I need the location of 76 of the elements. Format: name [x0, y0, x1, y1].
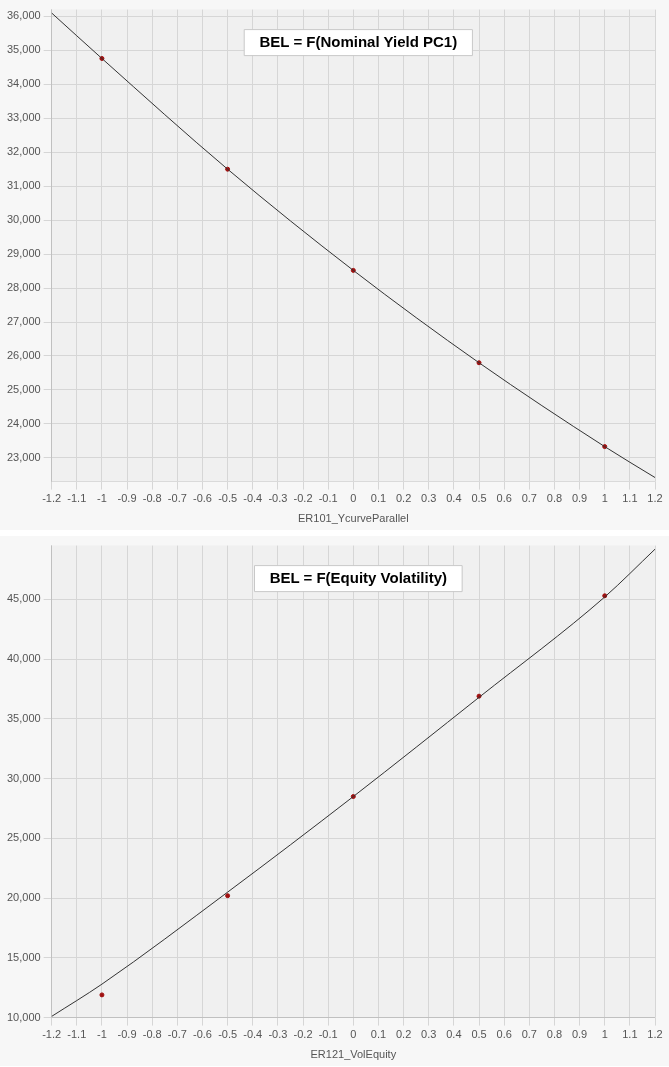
y-tick-label: 32,000: [6, 145, 41, 158]
x-tick-label: 0.3: [421, 1028, 437, 1041]
y-tick-label: 25,000: [6, 382, 41, 395]
x-tick-label: 0.9: [571, 1028, 588, 1041]
y-tick-label: 26,000: [6, 348, 41, 361]
x-tick-label: 1: [601, 1028, 608, 1041]
y-tick-label: 10,000: [6, 1010, 41, 1023]
x-tick-label: 1.2: [647, 1028, 663, 1041]
x-tick-label: -0.3: [268, 1028, 288, 1041]
x-tick-label: -0.4: [243, 492, 263, 505]
x-tick-label: 0.9: [571, 492, 588, 505]
x-tick-label: 1.1: [622, 492, 638, 505]
text: BEL = F(Nominal Yield PC1): [259, 32, 458, 50]
y-tick-label: 45,000: [6, 592, 41, 605]
x-tick-label: -0.1: [318, 492, 338, 505]
x-tick-label: -0.2: [293, 1028, 313, 1041]
y-tick-label: 24,000: [6, 416, 41, 429]
x-tick-label: -0.3: [268, 492, 288, 505]
x-tick-label: 0.8: [546, 492, 563, 505]
x-tick-label: 0.4: [446, 492, 462, 505]
y-tick-label: 35,000: [6, 43, 41, 56]
x-tick-label: -0.7: [167, 1028, 187, 1041]
y-tick-label: 27,000: [6, 315, 41, 328]
x-tick-label: 0.6: [496, 1028, 512, 1041]
x-tick-label: -1.1: [67, 492, 87, 505]
x-axis-title: ER101_YcurveParallel: [297, 512, 409, 525]
x-tick-label: 0.3: [421, 492, 437, 505]
y-tick-label: 23,000: [6, 450, 41, 463]
x-tick-label: 0.1: [370, 1028, 387, 1041]
x-tick-label: -0.6: [193, 492, 212, 505]
x-tick-label: -0.9: [117, 492, 137, 505]
x-tick-label: -0.5: [218, 492, 238, 505]
x-tick-label: -0.7: [167, 492, 187, 505]
y-tick-label: 33,000: [6, 111, 41, 124]
y-tick-label: 30,000: [6, 213, 41, 226]
x-tick-label: 0.4: [446, 1028, 462, 1041]
y-tick-label: 35,000: [6, 711, 41, 724]
x-tick-label: 1.2: [647, 492, 663, 505]
x-axis-title: ER121_VolEquity: [310, 1048, 397, 1061]
x-tick-label: -0.2: [293, 492, 313, 505]
x-tick-label: 0.8: [546, 1028, 563, 1041]
y-tick-label: 36,000: [6, 9, 41, 22]
x-tick-label: -0.4: [243, 1028, 263, 1041]
x-tick-label: -1.2: [42, 492, 62, 505]
x-tick-label: -0.6: [193, 1028, 212, 1041]
y-tick-label: 31,000: [6, 179, 41, 192]
x-tick-label: 0: [350, 492, 357, 505]
x-tick-label: 0.5: [471, 492, 487, 505]
y-tick-label: 28,000: [6, 281, 41, 294]
x-tick-label: 0.6: [496, 492, 512, 505]
x-tick-label: -1: [97, 1028, 107, 1041]
x-tick-label: 0.1: [370, 492, 387, 505]
y-tick-label: 34,000: [6, 77, 41, 90]
y-tick-label: 29,000: [6, 247, 41, 260]
y-tick-label: 25,000: [6, 831, 41, 844]
x-tick-label: 0.5: [471, 1028, 487, 1041]
x-tick-label: 0.2: [395, 1028, 412, 1041]
x-tick-label: -1.1: [67, 1028, 87, 1041]
text: BEL = F(Equity Volatility): [269, 568, 448, 586]
x-tick-label: 0.7: [521, 1028, 537, 1041]
x-tick-label: -0.8: [142, 1028, 162, 1041]
y-tick-label: 15,000: [6, 950, 41, 963]
x-tick-label: -0.5: [218, 1028, 238, 1041]
x-tick-label: -1: [97, 492, 107, 505]
x-tick-label: 0.2: [395, 492, 412, 505]
x-tick-label: -0.8: [142, 492, 162, 505]
y-tick-label: 40,000: [6, 652, 41, 665]
y-tick-label: 30,000: [6, 771, 41, 784]
x-tick-label: 1.1: [622, 1028, 638, 1041]
x-tick-label: 0.7: [521, 492, 537, 505]
x-tick-label: 1: [601, 492, 608, 505]
y-tick-label: 20,000: [6, 891, 41, 904]
x-tick-label: -0.9: [117, 1028, 137, 1041]
x-tick-label: -1.2: [42, 1028, 62, 1041]
x-tick-label: -0.1: [318, 1028, 338, 1041]
x-tick-label: 0: [350, 1028, 357, 1041]
